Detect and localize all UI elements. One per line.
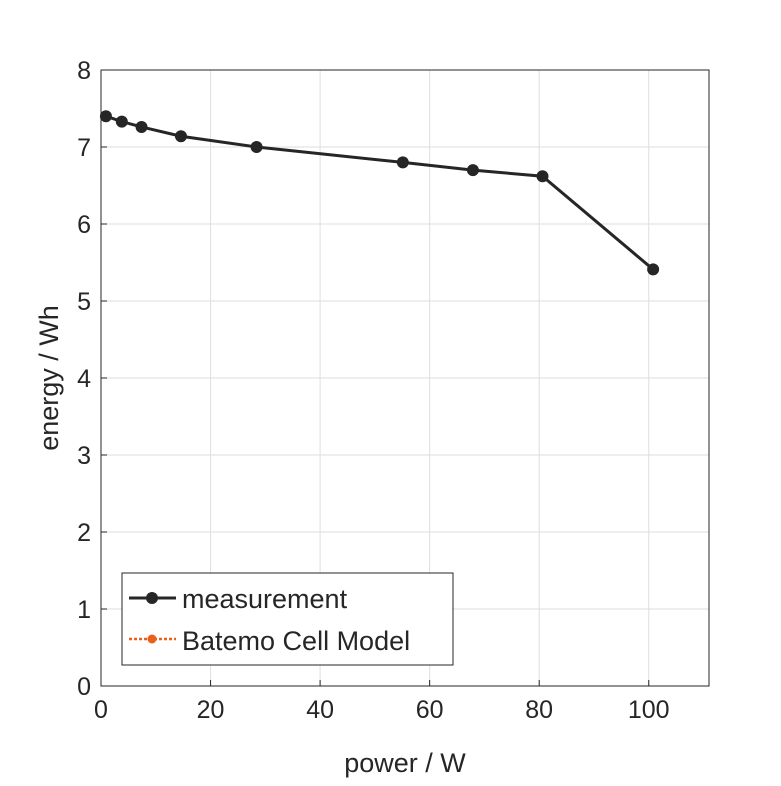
y-tick-label: 4 — [77, 365, 91, 393]
x-tick-label: 40 — [306, 696, 334, 724]
x-tick-label: 80 — [525, 696, 553, 724]
x-tick-label: 60 — [416, 696, 444, 724]
x-tick-label: 0 — [94, 696, 108, 724]
data-point — [250, 141, 263, 153]
x-tick-label: 100 — [628, 696, 670, 724]
grid — [100, 69, 709, 687]
data-point — [536, 170, 549, 183]
x-axis-label: power / W — [344, 748, 466, 778]
y-tick-label: 7 — [77, 134, 91, 162]
legend-box — [121, 572, 454, 666]
legend-marker-batemo — [147, 634, 157, 644]
y-tick-label: 1 — [77, 596, 91, 624]
data-point — [466, 164, 479, 177]
legend-marker-measurement — [146, 592, 158, 604]
y-axis-label: energy / Wh — [34, 305, 64, 451]
y-tick-label: 3 — [77, 442, 91, 470]
y-tick-label: 8 — [77, 57, 91, 85]
legend-label-batemo: Batemo Cell Model — [182, 626, 410, 656]
series — [99, 110, 660, 276]
data-point — [135, 120, 148, 133]
data-point — [99, 110, 112, 123]
series-line — [105, 114, 655, 271]
ticks: 0 20 40 60 80 100 0 1 2 3 4 5 6 7 8 — [77, 57, 670, 724]
legend-label-measurement: measurement — [182, 584, 348, 614]
data-point — [115, 115, 128, 128]
y-tick-label: 2 — [77, 519, 91, 547]
data-point — [396, 156, 409, 169]
legend: measurement Batemo Cell Model — [121, 572, 454, 666]
x-tick-label: 20 — [197, 696, 225, 724]
y-tick-label: 5 — [77, 288, 91, 316]
data-point — [647, 263, 660, 276]
data-point — [174, 130, 187, 143]
y-tick-label: 0 — [77, 673, 91, 701]
y-tick-label: 6 — [77, 211, 91, 239]
